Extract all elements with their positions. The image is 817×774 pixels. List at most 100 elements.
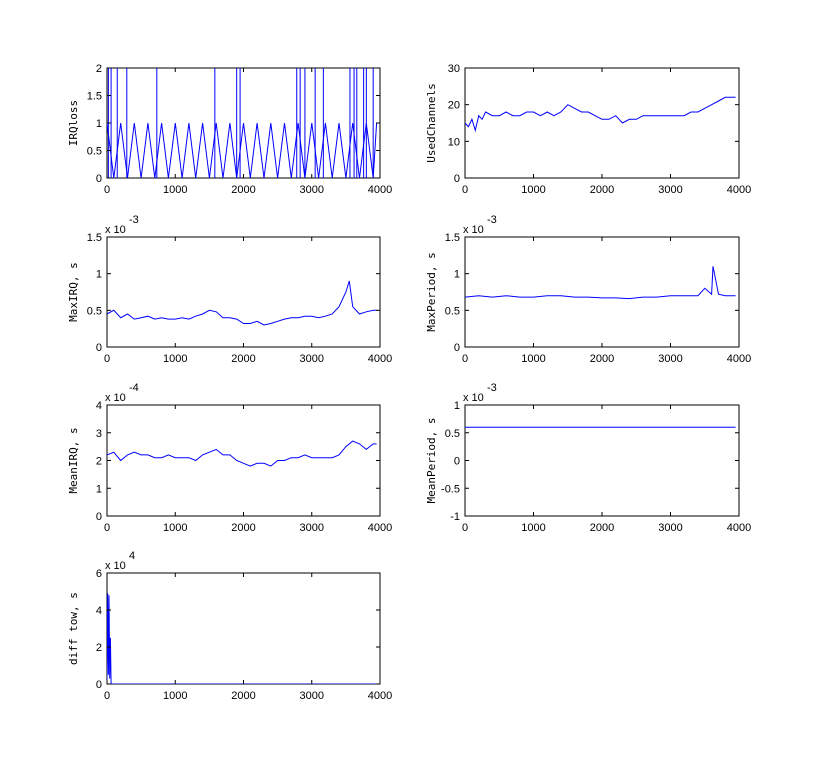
x-tick-label: 2000	[590, 184, 614, 196]
axis-multiplier-base: x 10	[105, 560, 126, 572]
x-tick-label: 2000	[231, 353, 255, 365]
x-tick-label: 0	[104, 184, 110, 196]
y-tick-label: 0	[96, 511, 102, 523]
y-tick-label: 4	[96, 400, 102, 412]
y-tick-label: 1	[96, 269, 102, 281]
y-tick-label: 1	[454, 269, 460, 281]
y-tick-label: 6	[96, 568, 102, 580]
y-tick-label: 0	[454, 173, 460, 185]
x-tick-label: 4000	[727, 353, 751, 365]
data-series-line	[107, 122, 378, 178]
y-tick-label: 1.5	[87, 232, 102, 244]
x-tick-label: 0	[104, 353, 110, 365]
x-tick-label: 3000	[658, 353, 682, 365]
x-tick-label: 2000	[590, 522, 614, 534]
data-series-line	[107, 280, 377, 326]
axis-multiplier-exponent: -4	[129, 382, 139, 394]
x-tick-label: 1000	[163, 522, 187, 534]
y-tick-label: 0.5	[445, 305, 460, 317]
x-tick-label: 2000	[590, 353, 614, 365]
y-axis-label: MeanIRQ, s	[67, 427, 80, 493]
axis-multiplier: x 104	[105, 550, 135, 572]
axes-frame	[464, 404, 740, 517]
axis-multiplier-base: x 10	[463, 392, 484, 404]
axes-frame	[464, 236, 740, 348]
axis-multiplier: x 10-4	[105, 382, 139, 404]
y-axis-label: IRQloss	[67, 100, 80, 146]
axes-frame	[106, 572, 381, 685]
y-tick-label: 2	[96, 456, 102, 468]
x-tick-label: 4000	[368, 353, 392, 365]
y-tick-label: 0	[454, 342, 460, 354]
axis-multiplier-exponent: -3	[129, 214, 139, 226]
y-tick-label: 1	[96, 483, 102, 495]
x-tick-label: 4000	[727, 184, 751, 196]
y-tick-label: 1	[96, 118, 102, 130]
subplot-4: 0 1000 2000 3000 4000 0 0.5 1 1.5 MaxPeriod, s x 1…	[425, 214, 751, 365]
x-tick-label: 1000	[163, 353, 187, 365]
y-tick-label: 30	[448, 63, 460, 75]
x-tick-label: 0	[104, 522, 110, 534]
axis-multiplier-base: x 10	[105, 224, 126, 236]
x-tick-label: 2000	[231, 690, 255, 702]
y-tick-label: 4	[96, 605, 102, 617]
x-tick-label: 0	[104, 690, 110, 702]
data-series-line	[465, 266, 736, 300]
subplot-2: 0 1000 2000 3000 4000 0 10 20 30 UsedChannels	[425, 63, 751, 196]
axes-frame	[464, 67, 740, 179]
y-axis-label: MaxPeriod, s	[425, 252, 438, 331]
x-tick-label: 1000	[521, 522, 545, 534]
y-tick-label: 2	[96, 63, 102, 75]
data-series-line	[465, 96, 736, 133]
axis-multiplier: x 10-3	[105, 214, 139, 236]
x-tick-label: 1000	[521, 353, 545, 365]
x-tick-label: 4000	[727, 522, 751, 534]
y-tick-label: 0	[96, 173, 102, 185]
x-tick-label: 1000	[163, 690, 187, 702]
x-tick-label: 1000	[521, 184, 545, 196]
y-tick-label: 0.5	[87, 146, 102, 158]
y-tick-label: 0.5	[445, 428, 460, 440]
y-axis-label: MaxIRQ, s	[67, 262, 80, 322]
y-tick-label: -1	[450, 511, 460, 523]
x-tick-label: 2000	[231, 522, 255, 534]
axis-multiplier-exponent: 4	[129, 550, 135, 562]
subplot-3: 0 1000 2000 3000 4000 0 0.5 1 1.5 MaxIRQ, s x 10-3	[67, 214, 392, 365]
subplot-5: 0 1000 2000 3000 4000 0 1 2 3 4 MeanIRQ, s x 10-4	[67, 382, 392, 534]
y-tick-label: 0.5	[87, 305, 102, 317]
y-tick-label: 10	[448, 136, 460, 148]
axis-multiplier-base: x 10	[463, 224, 484, 236]
y-tick-label: 1	[454, 400, 460, 412]
data-series-line	[107, 593, 377, 684]
y-tick-label: 3	[96, 428, 102, 440]
y-tick-label: 2	[96, 642, 102, 654]
x-tick-label: 4000	[368, 522, 392, 534]
x-tick-label: 1000	[163, 184, 187, 196]
axis-multiplier-base: x 10	[105, 392, 126, 404]
x-tick-label: 4000	[368, 184, 392, 196]
axes-frame	[106, 236, 381, 348]
y-tick-label: -0.5	[441, 483, 460, 495]
axes-frame	[106, 404, 381, 517]
axis-multiplier: x 10-3	[463, 214, 497, 236]
x-tick-label: 0	[462, 522, 468, 534]
y-axis-label: UsedChannels	[425, 83, 438, 162]
x-tick-label: 3000	[658, 184, 682, 196]
y-axis-label: MeanPeriod, s	[425, 417, 438, 503]
x-tick-label: 4000	[368, 690, 392, 702]
subplot-6: 0 1000 2000 3000 4000 -1 -0.5 0 0.5 1 MeanPeriod, …	[425, 382, 751, 534]
y-tick-label: 0	[454, 456, 460, 468]
y-axis-label: diff tow, s	[67, 592, 80, 665]
subplot-1: 0 1000 2000 3000 4000 0 0.5 1 1.5 2 IRQloss	[67, 63, 392, 196]
y-tick-label: 20	[448, 100, 460, 112]
x-tick-label: 0	[462, 353, 468, 365]
axis-multiplier-exponent: -3	[487, 382, 497, 394]
y-tick-label: 0	[96, 679, 102, 691]
axis-multiplier: x 10-3	[463, 382, 497, 404]
data-series-line	[107, 440, 377, 467]
y-tick-label: 1.5	[87, 91, 102, 103]
x-tick-label: 2000	[231, 184, 255, 196]
